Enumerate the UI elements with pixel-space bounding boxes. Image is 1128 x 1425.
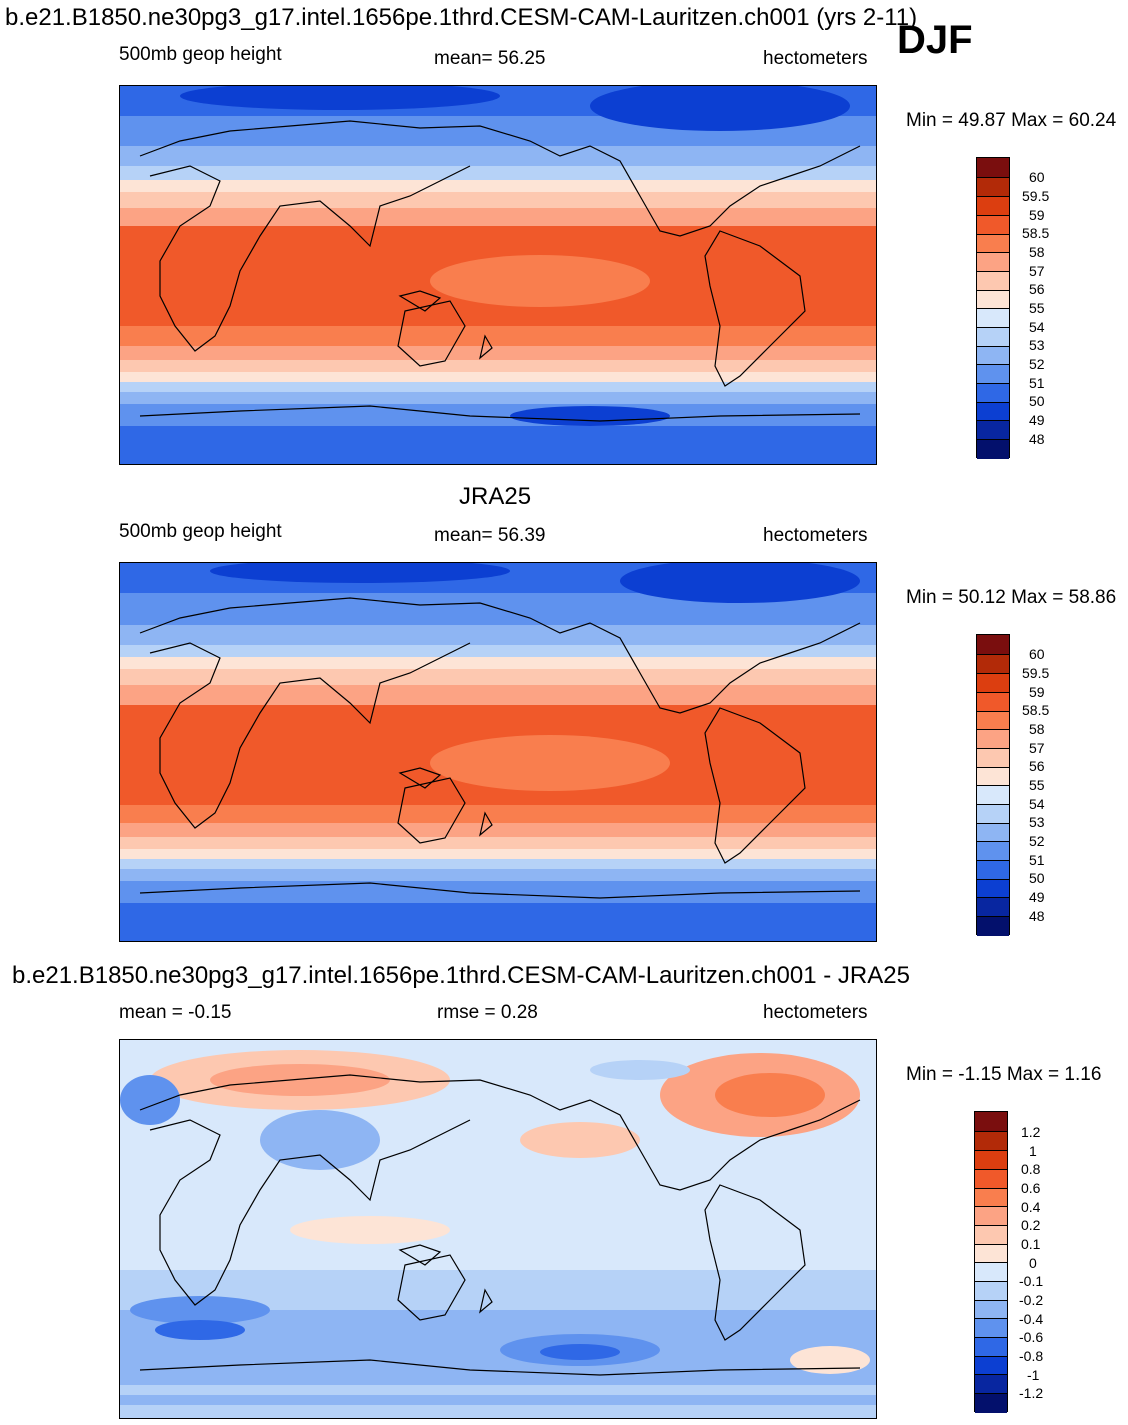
panel1-tick: 52 [1029,356,1045,372]
panel2-tick: 58.5 [1022,702,1050,718]
panel3-tick: -0.6 [1019,1329,1044,1345]
panel3-map [119,1039,877,1419]
panel2-colorbar [976,634,1010,936]
panel3-coastlines [139,1074,861,1376]
panel3-tick: 0.4 [1021,1199,1041,1215]
panel1-tick: 51 [1029,375,1045,391]
panel3-rmse-label: rmse = 0.28 [437,1002,538,1023]
panel2-tick: 55 [1029,777,1045,793]
panel2-tick: 51 [1029,852,1045,868]
panel3-field [120,1040,876,1418]
panel3-tick: 0.8 [1021,1161,1041,1177]
panel1-units-label: hectometers [763,48,868,69]
panel3-tick: -0.4 [1019,1311,1044,1327]
panel3-mean-label: mean = -0.15 [119,1002,232,1023]
panel3-tick: -0.2 [1019,1292,1044,1308]
panel2-map [119,562,877,942]
panel3-tick: 0 [1029,1255,1037,1271]
panel2-tick: 53 [1029,814,1045,830]
panel2-units-label: hectometers [763,525,868,546]
panel1-coastlines [139,120,861,422]
panel2-coastlines [139,597,861,899]
panel1-tick: 58.5 [1022,225,1050,241]
panel1-colorbar [976,157,1010,459]
panel1-tick: 56 [1029,281,1045,297]
panel1-tick: 50 [1029,393,1045,409]
panel1-map [119,85,877,465]
panel3-tick: 0.6 [1021,1180,1041,1196]
panel3-tick: 1 [1029,1143,1037,1159]
panel2-field-bands [120,563,876,941]
panel1-field-bands [120,86,876,464]
panel3-tick: -0.8 [1019,1348,1044,1364]
panel3-units-label: hectometers [763,1002,868,1023]
panel1-tick: 57 [1029,263,1045,279]
panel3-tick: -0.1 [1019,1273,1044,1289]
panel2-mean-label: mean= 56.39 [434,525,546,546]
panel1-tick: 54 [1029,319,1045,335]
panel2-tick: 48 [1029,908,1045,924]
panel1-mean-label: mean= 56.25 [434,48,546,69]
panel2-tick: 52 [1029,833,1045,849]
panel3-minmax-label: Min = -1.15 Max = 1.16 [906,1064,1102,1085]
panel2-tick: 57 [1029,740,1045,756]
panel1-tick: 58 [1029,244,1045,260]
panel1-tick: 48 [1029,431,1045,447]
panel2-tick: 58 [1029,721,1045,737]
panel2-tick: 49 [1029,889,1045,905]
panel3-tick: -1.2 [1019,1385,1044,1401]
panel2-tick: 59.5 [1022,665,1050,681]
panel1-tick: 53 [1029,337,1045,353]
panel1-title: b.e21.B1850.ne30pg3_g17.intel.1656pe.1th… [5,4,918,31]
panel3-colorbar [974,1111,1008,1413]
panel3-tick: -1 [1027,1367,1040,1383]
panel1-tick: 55 [1029,300,1045,316]
panel1-minmax-label: Min = 49.87 Max = 60.24 [906,110,1117,131]
panel3-title: b.e21.B1850.ne30pg3_g17.intel.1656pe.1th… [12,962,910,989]
panel2-tick: 50 [1029,870,1045,886]
panel2-tick: 59 [1029,684,1045,700]
panel3-tick: 1.2 [1021,1124,1041,1140]
panel1-tick: 59.5 [1022,188,1050,204]
panel3-tick: 0.2 [1021,1217,1041,1233]
panel2-tick: 54 [1029,796,1045,812]
panel2-tick: 56 [1029,758,1045,774]
panel1-tick: 59 [1029,207,1045,223]
panel1-tick: 49 [1029,412,1045,428]
panel2-variable-label: 500mb geop height [119,521,282,542]
panel1-tick: 60 [1029,169,1045,185]
season-label: DJF [897,18,973,62]
panel2-minmax-label: Min = 50.12 Max = 58.86 [906,587,1117,608]
panel1-variable-label: 500mb geop height [119,44,282,65]
panel2-title: JRA25 [459,483,532,510]
panel3-tick: 0.1 [1021,1236,1041,1252]
panel2-tick: 60 [1029,646,1045,662]
